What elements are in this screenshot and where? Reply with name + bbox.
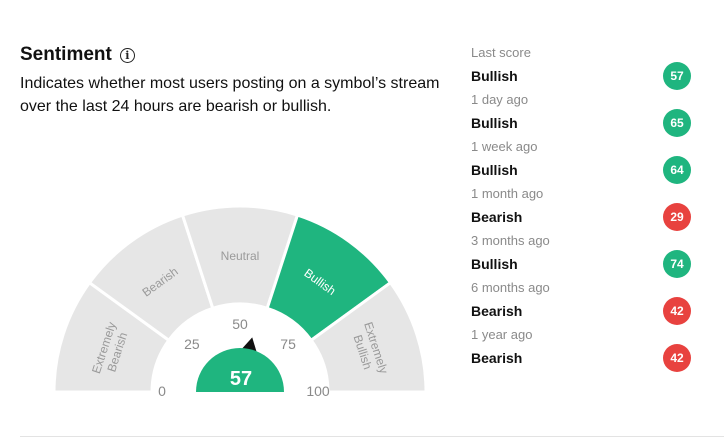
history-sentiment-label: Bullish <box>471 68 518 84</box>
history-score-badge: 74 <box>663 250 691 278</box>
history-period: 1 month ago <box>471 186 544 201</box>
gauge-tick-label: 75 <box>280 336 296 352</box>
history-sentiment-label: Bullish <box>471 162 518 178</box>
history-score-badge: 42 <box>663 297 691 325</box>
history-entry: Bullish 57 <box>471 61 691 91</box>
history-score-badge: 64 <box>663 156 691 184</box>
history-sentiment-label: Bearish <box>471 350 523 366</box>
history-period: 6 months ago <box>471 280 550 295</box>
gauge-tick-label: 0 <box>158 383 166 399</box>
sentiment-history: Last score Bullish 57 1 day ago Bullish 65 1 w… <box>471 44 691 373</box>
history-sentiment-label: Bullish <box>471 115 518 131</box>
sentiment-gauge: ExtremelyBearishBearishNeutralBullishExt… <box>52 204 428 399</box>
history-entry: Bearish 42 <box>471 343 691 373</box>
gauge-score-cap <box>196 348 284 392</box>
gauge-segment-label: Neutral <box>221 249 260 263</box>
sentiment-title: Sentiment <box>20 44 112 65</box>
history-period: Last score <box>471 45 531 60</box>
gauge-tick-label: 25 <box>184 336 200 352</box>
history-period: 1 day ago <box>471 92 529 107</box>
history-period: 1 year ago <box>471 327 533 342</box>
history-sentiment-label: Bearish <box>471 303 523 319</box>
history-score-badge: 42 <box>663 344 691 372</box>
sentiment-description: Indicates whether most users posting on … <box>20 75 440 115</box>
gauge-segment-extremely-bullish <box>309 280 428 394</box>
gauge-score-value: 57 <box>230 368 252 390</box>
history-entry: Bullish 65 <box>471 108 691 138</box>
history-score-badge: 29 <box>663 203 691 231</box>
history-sentiment-label: Bullish <box>471 256 518 272</box>
history-entry: Bullish 74 <box>471 249 691 279</box>
info-icon[interactable]: i <box>119 47 135 63</box>
history-period: 3 months ago <box>471 233 550 248</box>
history-entry: Bearish 42 <box>471 296 691 326</box>
history-entry: Bullish 64 <box>471 155 691 185</box>
bottom-divider <box>20 436 724 437</box>
history-score-badge: 65 <box>663 109 691 137</box>
history-period: 1 week ago <box>471 139 538 154</box>
gauge-tick-label: 50 <box>232 316 248 332</box>
history-entry: Bearish 29 <box>471 202 691 232</box>
history-sentiment-label: Bearish <box>471 209 523 225</box>
sentiment-header: Sentiment i <box>20 44 135 66</box>
history-score-badge: 57 <box>663 62 691 90</box>
gauge-tick-label: 100 <box>306 383 330 399</box>
